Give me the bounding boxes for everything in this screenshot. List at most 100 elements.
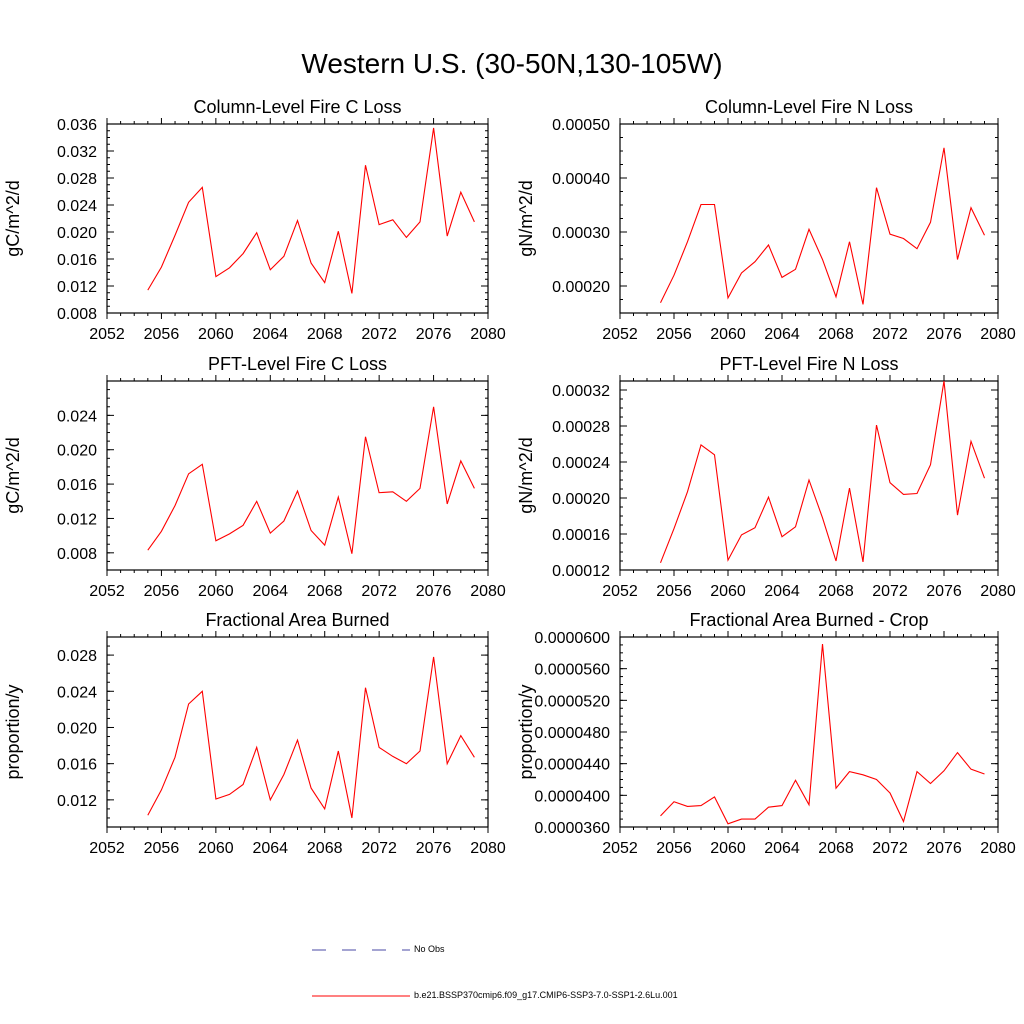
chart-title: Fractional Area Burned	[205, 610, 389, 630]
y-tick-label: 0.0000600	[534, 630, 610, 647]
x-tick-label: 2056	[144, 840, 180, 857]
y-axis-label: gN/m^2/d	[516, 180, 536, 256]
y-tick-label: 0.016	[57, 477, 97, 494]
x-tick-label: 2060	[198, 840, 234, 857]
x-tick-label: 2052	[89, 840, 125, 857]
x-tick-label: 2056	[144, 326, 180, 343]
x-tick-label: 2064	[764, 840, 800, 857]
y-axis-label: gC/m^2/d	[3, 437, 23, 513]
series-line-1	[659, 380, 986, 564]
x-tick-label: 2068	[818, 326, 854, 343]
x-tick-label: 2076	[926, 326, 962, 343]
y-tick-label: 0.036	[57, 117, 97, 134]
chart-panel-3: 2052 2056 2060 2064 2068 2072 2076 2080 0.008 0.0…	[3, 354, 506, 600]
series-line-1	[147, 656, 475, 819]
y-tick-label: 0.028	[57, 171, 97, 188]
y-axis-label: proportion/y	[3, 684, 23, 779]
x-tick-label: 2056	[656, 840, 692, 857]
x-tick-label: 2080	[980, 326, 1016, 343]
x-tick-label: 2064	[252, 326, 288, 343]
x-tick-label: 2076	[416, 583, 452, 600]
x-tick-label: 2080	[470, 840, 506, 857]
y-tick-label: 0.0000440	[534, 757, 610, 774]
y-tick-label: 0.020	[57, 720, 97, 737]
chart-panel-5: 2052 2056 2060 2064 2068 2072 2076 2080 0.012 0.0…	[3, 610, 506, 857]
series-line-1	[147, 127, 475, 294]
plot-frame	[106, 636, 489, 828]
y-tick-label: 0.020	[57, 225, 97, 242]
x-tick-label: 2072	[361, 326, 397, 343]
x-tick-label: 2068	[818, 840, 854, 857]
y-tick-label: 0.032	[57, 144, 97, 161]
x-tick-label: 2064	[252, 840, 288, 857]
x-tick-label: 2056	[656, 326, 692, 343]
x-tick-label: 2080	[980, 840, 1016, 857]
chart-title: Column-Level Fire N Loss	[705, 97, 913, 117]
y-tick-label: 0.0000560	[534, 662, 610, 679]
chart-panel-6: 2052 2056 2060 2064 2068 2072 2076 2080 0.000036…	[516, 610, 1016, 857]
y-tick-label: 0.00016	[552, 527, 610, 544]
x-tick-label: 2068	[307, 840, 343, 857]
x-tick-label: 2056	[656, 583, 692, 600]
x-tick-label: 2052	[89, 583, 125, 600]
y-tick-label: 0.00020	[552, 279, 610, 296]
x-tick-label: 2060	[710, 583, 746, 600]
x-tick-label: 2076	[926, 840, 962, 857]
y-tick-label: 0.028	[57, 648, 97, 665]
y-tick-label: 0.00020	[552, 491, 610, 508]
series-line-1	[147, 406, 475, 554]
x-tick-label: 2072	[361, 840, 397, 857]
x-tick-label: 2080	[470, 326, 506, 343]
y-tick-label: 0.00024	[552, 455, 610, 472]
plot-frame	[106, 380, 489, 571]
x-tick-label: 2060	[710, 326, 746, 343]
x-tick-label: 2068	[818, 583, 854, 600]
chart-title: PFT-Level Fire C Loss	[208, 354, 387, 374]
x-tick-label: 2052	[89, 326, 125, 343]
x-tick-label: 2060	[198, 326, 234, 343]
plot-frame	[619, 380, 999, 571]
y-axis-label: gN/m^2/d	[516, 437, 536, 513]
y-tick-label: 0.00012	[552, 563, 610, 580]
page-title: Western U.S. (30-50N,130-105W)	[301, 48, 723, 79]
y-tick-label: 0.024	[57, 408, 97, 425]
x-tick-label: 2056	[144, 583, 180, 600]
y-tick-label: 0.024	[57, 684, 97, 701]
y-tick-label: 0.0000480	[534, 725, 610, 742]
y-tick-label: 0.00032	[552, 383, 610, 400]
x-tick-label: 2064	[252, 583, 288, 600]
x-tick-label: 2076	[926, 583, 962, 600]
chart-panel-1: 2052 2056 2060 2064 2068 2072 2076 2080 0.008 0.0…	[3, 97, 506, 343]
series-line-1	[660, 147, 985, 305]
y-tick-label: 0.016	[57, 252, 97, 269]
plot-frame	[106, 123, 489, 314]
x-tick-label: 2064	[764, 583, 800, 600]
y-axis-label: proportion/y	[516, 684, 536, 779]
x-tick-label: 2080	[470, 583, 506, 600]
x-tick-label: 2052	[602, 583, 638, 600]
y-tick-label: 0.012	[57, 279, 97, 296]
y-tick-label: 0.0000400	[534, 788, 610, 805]
y-tick-label: 0.012	[57, 793, 97, 810]
series-line-1	[660, 644, 985, 825]
y-tick-label: 0.020	[57, 443, 97, 460]
x-tick-label: 2072	[872, 583, 908, 600]
y-tick-label: 0.012	[57, 511, 97, 528]
x-tick-label: 2052	[602, 840, 638, 857]
y-tick-label: 0.0000360	[534, 820, 610, 837]
chart-title: Column-Level Fire C Loss	[193, 97, 401, 117]
plot-frame	[619, 123, 999, 314]
y-tick-label: 0.0000520	[534, 693, 610, 710]
x-tick-label: 2052	[602, 326, 638, 343]
y-tick-label: 0.00040	[552, 171, 610, 188]
y-tick-label: 0.00050	[552, 117, 610, 134]
x-tick-label: 2080	[980, 583, 1016, 600]
y-axis-label: gC/m^2/d	[3, 180, 23, 256]
x-tick-label: 2068	[307, 583, 343, 600]
y-tick-label: 0.00028	[552, 419, 610, 436]
x-tick-label: 2076	[416, 326, 452, 343]
x-tick-label: 2076	[416, 840, 452, 857]
x-tick-label: 2068	[307, 326, 343, 343]
y-tick-label: 0.008	[57, 546, 97, 563]
